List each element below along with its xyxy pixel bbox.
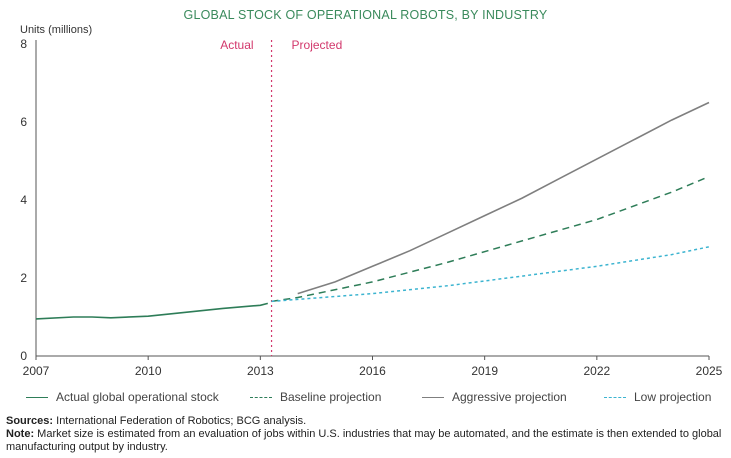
low-series-line (271, 246, 710, 303)
legend-swatch-baseline (250, 396, 272, 398)
y-tick-label: 4 (20, 193, 27, 207)
note-text: Market size is estimated from an evaluat… (6, 428, 722, 453)
x-tick-label: 2013 (247, 364, 274, 378)
legend-label-actual: Actual global operational stock (56, 390, 219, 404)
actual-label: Actual (220, 38, 253, 52)
note-label: Note: (6, 428, 35, 440)
chart-title: GLOBAL STOCK OF OPERATIONAL ROBOTS, BY I… (183, 8, 548, 22)
y-tick-label: 8 (20, 37, 27, 51)
legend-label-baseline: Baseline projection (280, 390, 382, 404)
projected-label: Projected (292, 38, 343, 52)
sources-line: Sources: International Federation of Rob… (6, 415, 726, 428)
legend-label-aggressive: Aggressive projection (452, 390, 567, 404)
aggressive-series-line (297, 101, 710, 295)
x-tick-label: 2016 (359, 364, 386, 378)
chart-footer: Sources: International Federation of Rob… (6, 415, 726, 454)
x-tick-label: 2019 (471, 364, 498, 378)
legend-item-actual: Actual global operational stock (26, 390, 219, 404)
y-axis-title: Units (millions) (20, 24, 93, 36)
x-tick-label: 2022 (583, 364, 610, 378)
x-tick-label: 2010 (135, 364, 162, 378)
legend-item-baseline: Baseline projection (250, 390, 381, 404)
actual-series-line (35, 302, 268, 320)
x-tick-label: 2007 (23, 364, 50, 378)
y-tick-label: 6 (20, 115, 27, 129)
baseline-series-line (271, 175, 710, 303)
legend-swatch-aggressive (422, 396, 444, 398)
sources-label: Sources: (6, 415, 54, 427)
y-tick-label: 0 (20, 349, 27, 363)
legend-swatch-actual (26, 396, 48, 398)
legend-label-low: Low projection (634, 390, 712, 404)
sources-text: International Federation of Robotics; BC… (53, 415, 307, 427)
legend-swatch-low (604, 396, 626, 398)
legend-item-low: Low projection (604, 390, 711, 404)
legend-item-aggressive: Aggressive projection (422, 390, 567, 404)
y-tick-label: 2 (20, 271, 27, 285)
x-tick-label: 2025 (696, 364, 723, 378)
note-line: Note: Market size is estimated from an e… (6, 428, 726, 454)
